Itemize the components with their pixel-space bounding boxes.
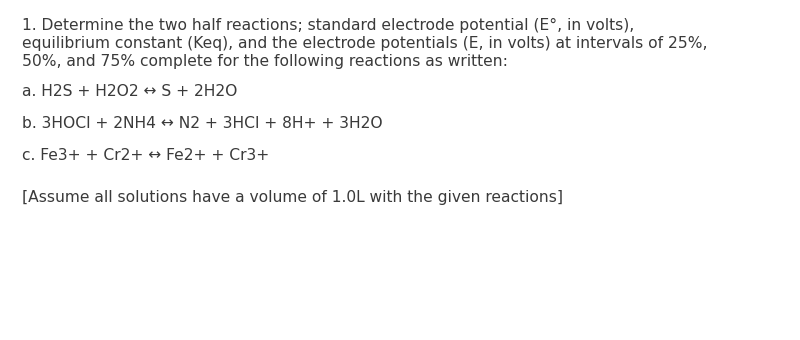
Text: 1. Determine the two half reactions; standard electrode potential (E°, in volts): 1. Determine the two half reactions; sta…	[22, 18, 634, 33]
Text: b. 3HOCl + 2NH4 ↔ N2 + 3HCl + 8H+ + 3H2O: b. 3HOCl + 2NH4 ↔ N2 + 3HCl + 8H+ + 3H2O	[22, 116, 382, 131]
Text: 50%, and 75% complete for the following reactions as written:: 50%, and 75% complete for the following …	[22, 54, 508, 69]
Text: equilibrium constant (Keq), and the electrode potentials (E, in volts) at interv: equilibrium constant (Keq), and the elec…	[22, 36, 707, 51]
Text: a. H2S + H2O2 ↔ S + 2H2O: a. H2S + H2O2 ↔ S + 2H2O	[22, 84, 238, 99]
Text: c. Fe3+ + Cr2+ ↔ Fe2+ + Cr3+: c. Fe3+ + Cr2+ ↔ Fe2+ + Cr3+	[22, 148, 270, 163]
Text: [Assume all solutions have a volume of 1.0L with the given reactions]: [Assume all solutions have a volume of 1…	[22, 190, 563, 205]
